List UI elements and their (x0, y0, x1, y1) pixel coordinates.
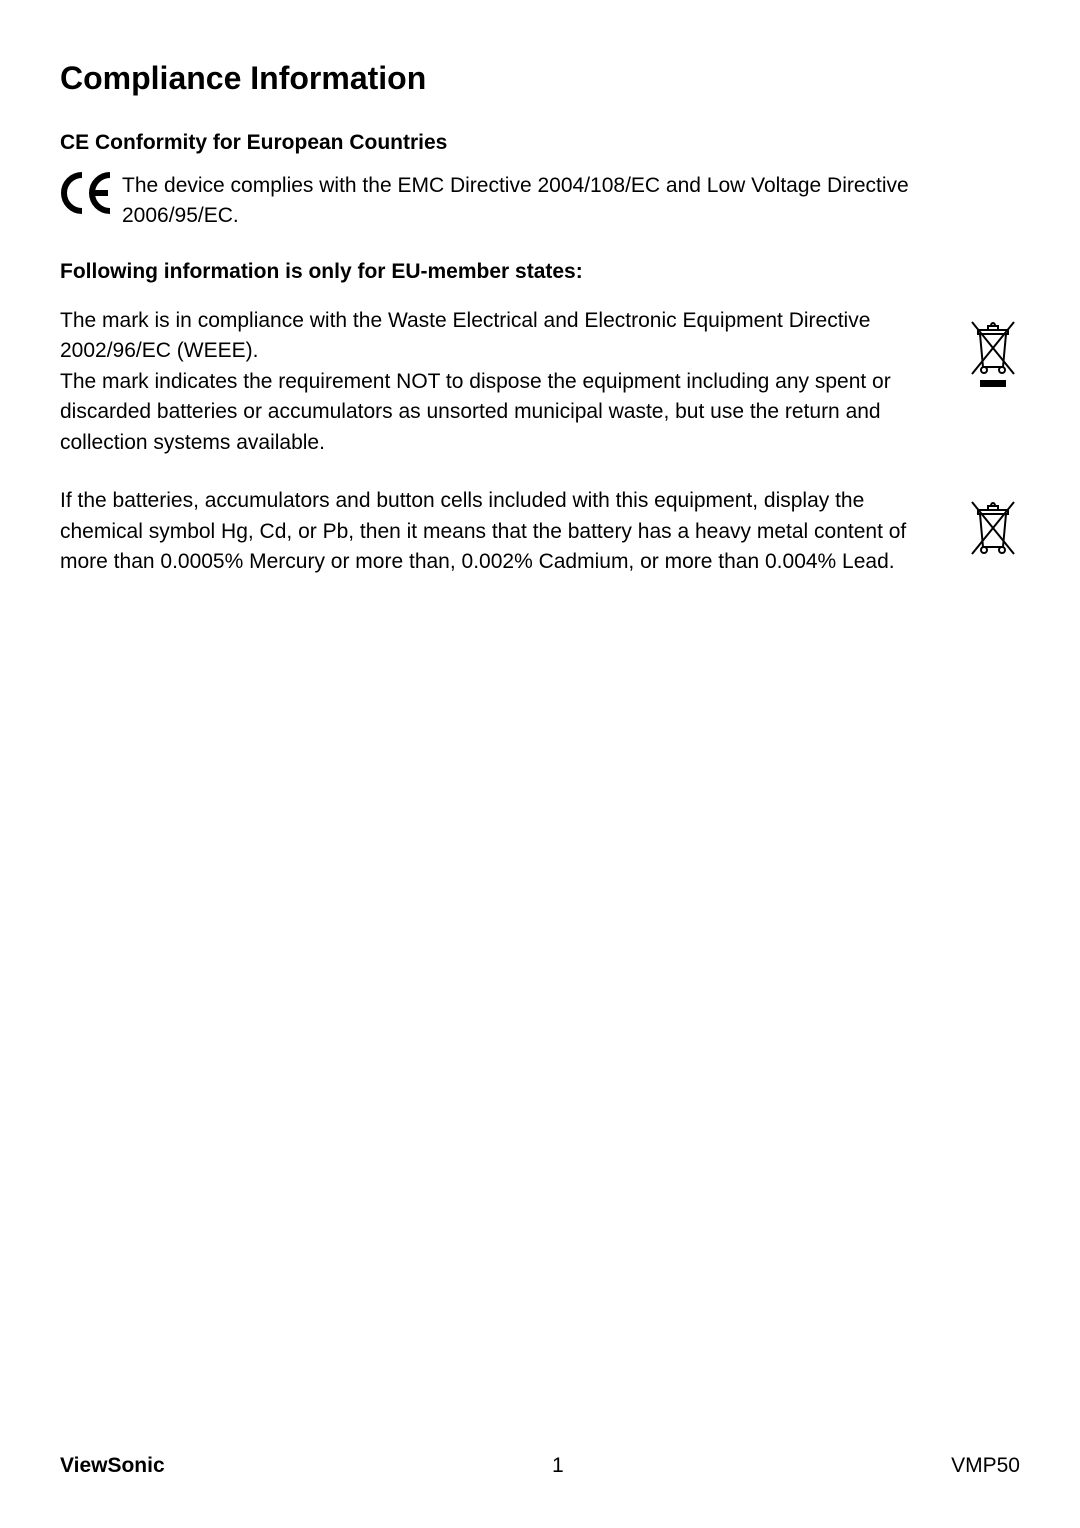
weee-bin-icon (966, 492, 1020, 561)
page-footer: ViewSonic 1 VMP50 (60, 1454, 1020, 1478)
ce-mark-icon (60, 171, 116, 220)
page-title: Compliance Information (60, 60, 1020, 97)
weee-text-1: The mark is in compliance with the Waste… (60, 306, 966, 458)
ce-row: The device complies with the EMC Directi… (60, 171, 1020, 232)
footer-model: VMP50 (951, 1454, 1020, 1478)
ce-heading: CE Conformity for European Countries (60, 131, 1020, 155)
weee-text-2: If the batteries, accumulators and butto… (60, 486, 966, 577)
ce-text: The device complies with the EMC Directi… (122, 171, 1020, 232)
footer-page-number: 1 (552, 1454, 564, 1478)
weee-block-2: If the batteries, accumulators and butto… (60, 486, 1020, 577)
eu-heading: Following information is only for EU-mem… (60, 260, 1020, 284)
weee-block-1: The mark is in compliance with the Waste… (60, 306, 1020, 458)
footer-brand: ViewSonic (60, 1454, 165, 1478)
weee-bin-bar-icon (966, 312, 1020, 395)
